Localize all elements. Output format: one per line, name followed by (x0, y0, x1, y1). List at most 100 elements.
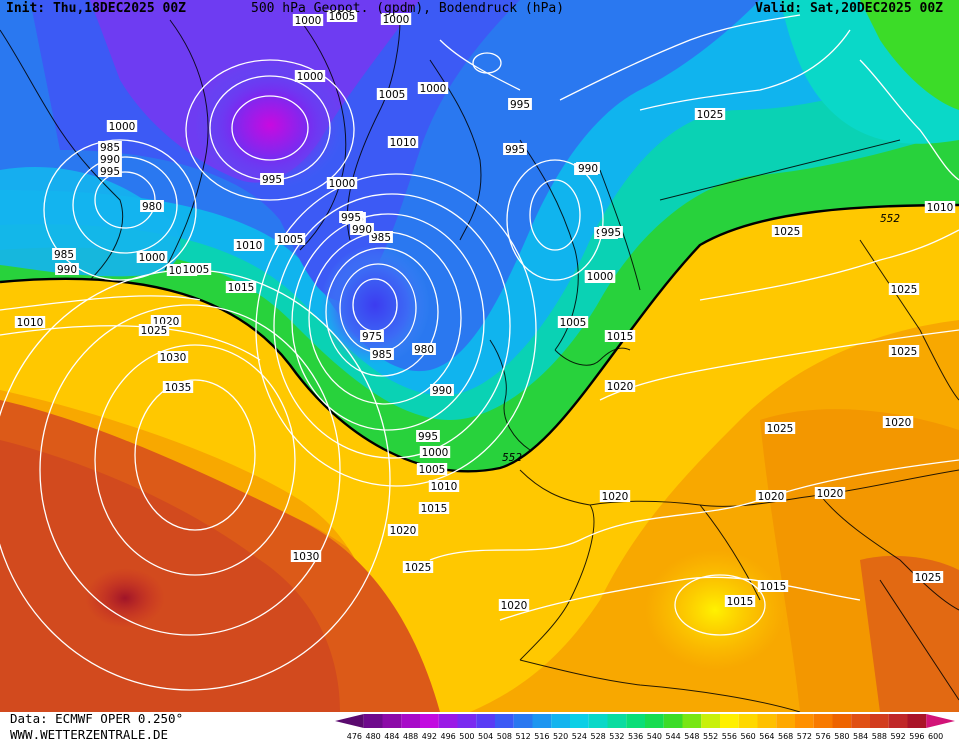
legend-tick-label: 544 (665, 732, 680, 741)
legend-swatch (701, 714, 720, 728)
svg-text:1025: 1025 (915, 572, 942, 584)
svg-text:980: 980 (142, 201, 162, 213)
svg-text:1025: 1025 (767, 423, 794, 435)
pressure-label: 1025 (764, 422, 796, 435)
init-time: Init: Thu,18DEC2025 00Z (6, 1, 187, 16)
pressure-label: 1000 (292, 14, 324, 27)
svg-text:1025: 1025 (774, 226, 801, 238)
legend-swatch (476, 714, 495, 728)
svg-text:1005: 1005 (560, 317, 587, 329)
pressure-label: 1010 (14, 316, 46, 329)
legend-swatch (495, 714, 514, 728)
legend-swatch (363, 714, 383, 728)
svg-text:1000: 1000 (295, 15, 322, 27)
legend-tick-label: 504 (478, 732, 493, 741)
svg-text:990: 990 (100, 154, 120, 166)
legend-tick-label: 508 (497, 732, 512, 741)
legend-swatch (757, 714, 777, 728)
legend-swatch (682, 714, 702, 728)
legend-tick-label: 596 (909, 732, 924, 741)
svg-text:990: 990 (432, 385, 452, 397)
legend-tick-label: 584 (853, 732, 868, 741)
svg-text:985: 985 (100, 142, 120, 154)
legend-tick-label: 500 (459, 732, 474, 741)
pressure-label: 1015 (757, 580, 789, 593)
pressure-label: 1025 (402, 561, 434, 574)
svg-text:1005: 1005 (379, 89, 406, 101)
pressure-label: 1020 (814, 487, 846, 500)
legend-tick-label: 572 (797, 732, 812, 741)
pressure-label: 1020 (599, 490, 631, 503)
pressure-label: 975 (360, 330, 384, 343)
pressure-label: 1025 (912, 571, 944, 584)
pressure-label: 1025 (888, 345, 920, 358)
pressure-label: 995 (416, 430, 440, 443)
pressure-label: 1000 (419, 446, 451, 459)
legend-swatch (888, 714, 908, 728)
svg-text:980: 980 (414, 344, 434, 356)
svg-text:995: 995 (341, 212, 361, 224)
pressure-label: 1015 (225, 281, 257, 294)
field-red-hotspot (85, 568, 165, 628)
legend-swatch (551, 714, 570, 728)
svg-text:995: 995 (262, 174, 282, 186)
legend-swatch (401, 714, 420, 728)
pressure-label: 995 (339, 211, 363, 224)
pressure-label: 1000 (380, 13, 412, 26)
legend-swatch (795, 714, 814, 728)
legend-tick-label: 532 (609, 732, 624, 741)
svg-text:1005: 1005 (419, 464, 446, 476)
legend-tick-label: 516 (534, 732, 549, 741)
legend-tick-label: 488 (403, 732, 418, 741)
svg-text:1020: 1020 (390, 525, 417, 537)
legend-swatch (832, 714, 852, 728)
pressure-labels: 1000100010051000100510009951010995990985… (14, 10, 956, 612)
svg-text:1030: 1030 (160, 352, 187, 364)
legend-tick-label: 512 (515, 732, 530, 741)
pressure-label: 995 (260, 173, 284, 186)
legend-swatch (532, 714, 552, 728)
legend-swatch (570, 714, 589, 728)
legend-swatch (645, 714, 664, 728)
pressure-label: 985 (52, 248, 76, 261)
svg-text:1000: 1000 (109, 121, 136, 133)
legend-tick-label: 496 (440, 732, 455, 741)
svg-text:995: 995 (505, 144, 525, 156)
field-red-core (0, 440, 340, 712)
legend-swatch (513, 714, 533, 728)
pressure-label: 1015 (418, 502, 450, 515)
legend-tick-label: 524 (572, 732, 587, 741)
svg-text:995: 995 (418, 431, 438, 443)
svg-text:1015: 1015 (727, 596, 754, 608)
legend-tick-label: 556 (722, 732, 737, 741)
svg-text:1005: 1005 (183, 264, 210, 276)
legend-tick-label: 480 (365, 732, 380, 741)
svg-text:1025: 1025 (891, 284, 918, 296)
pressure-label: 1005 (416, 463, 448, 476)
pressure-label: 1010 (924, 201, 956, 214)
legend-tick-label: 484 (384, 732, 399, 741)
pressure-label: 1030 (157, 351, 189, 364)
pressure-label: 1000 (106, 120, 138, 133)
svg-text:1025: 1025 (697, 109, 724, 121)
svg-text:1000: 1000 (139, 252, 166, 264)
svg-text:1015: 1015 (228, 282, 255, 294)
pressure-label: 1000 (417, 82, 449, 95)
svg-text:1005: 1005 (329, 11, 356, 23)
legend-tick-label: 520 (553, 732, 568, 741)
pressure-label: 990 (350, 223, 374, 236)
legend-tick-label: 588 (872, 732, 887, 741)
svg-text:1020: 1020 (885, 417, 912, 429)
pressure-label: 1000 (584, 270, 616, 283)
svg-text:990: 990 (352, 224, 372, 236)
svg-text:1025: 1025 (891, 346, 918, 358)
svg-text:995: 995 (601, 227, 621, 239)
svg-text:1015: 1015 (607, 331, 634, 343)
pressure-label: 1005 (557, 316, 589, 329)
svg-text:1000: 1000 (297, 71, 324, 83)
svg-text:1020: 1020 (758, 491, 785, 503)
svg-text:1010: 1010 (390, 137, 417, 149)
pressure-label: 1015 (724, 595, 756, 608)
pressure-label: 985 (98, 141, 122, 154)
